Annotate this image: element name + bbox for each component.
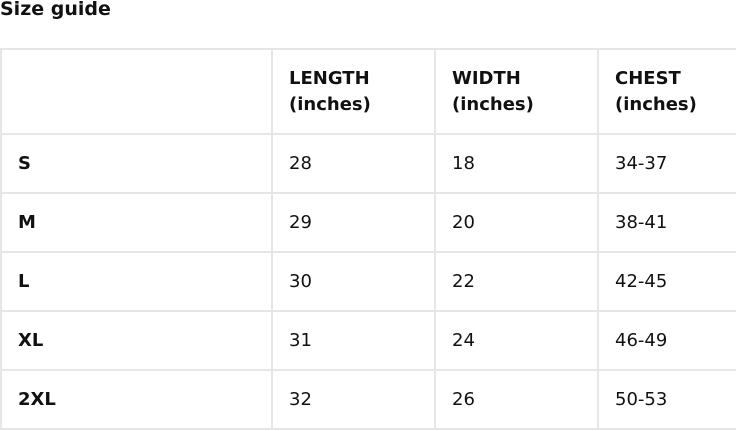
- size-guide-table: LENGTH (inches) WIDTH (inches) CHEST (inche…: [0, 48, 736, 430]
- header-length: LENGTH (inches): [271, 48, 436, 135]
- header-unit: (inches): [289, 93, 371, 115]
- header-unit: (inches): [452, 93, 534, 115]
- header-row: LENGTH (inches) WIDTH (inches) CHEST (inche…: [0, 48, 736, 135]
- cell-width: 26: [434, 369, 599, 430]
- cell-width: 18: [434, 133, 599, 194]
- cell-size: L: [0, 251, 273, 312]
- table-row: 2XL 32 26 50-53: [0, 369, 736, 430]
- cell-length: 32: [271, 369, 436, 430]
- header-chest: CHEST (inches): [597, 48, 736, 135]
- table-row: M 29 20 38-41: [0, 192, 736, 253]
- header-width: WIDTH (inches): [434, 48, 599, 135]
- cell-size: M: [0, 192, 273, 253]
- cell-width: 22: [434, 251, 599, 312]
- table-row: L 30 22 42-45: [0, 251, 736, 312]
- cell-chest: 34-37: [597, 133, 736, 194]
- cell-size: S: [0, 133, 273, 194]
- cell-width: 20: [434, 192, 599, 253]
- table-row: XL 31 24 46-49: [0, 310, 736, 371]
- header-unit: (inches): [615, 93, 697, 115]
- cell-width: 24: [434, 310, 599, 371]
- cell-chest: 50-53: [597, 369, 736, 430]
- header-size: [0, 48, 273, 135]
- cell-length: 31: [271, 310, 436, 371]
- cell-length: 28: [271, 133, 436, 194]
- table-row: S 28 18 34-37: [0, 133, 736, 194]
- cell-length: 29: [271, 192, 436, 253]
- cell-chest: 42-45: [597, 251, 736, 312]
- header-label: CHEST: [615, 67, 681, 89]
- page-title: Size guide: [0, 0, 111, 20]
- cell-size: 2XL: [0, 369, 273, 430]
- header-label: LENGTH: [289, 67, 370, 89]
- cell-size: XL: [0, 310, 273, 371]
- cell-chest: 38-41: [597, 192, 736, 253]
- cell-chest: 46-49: [597, 310, 736, 371]
- cell-length: 30: [271, 251, 436, 312]
- header-label: WIDTH: [452, 67, 521, 89]
